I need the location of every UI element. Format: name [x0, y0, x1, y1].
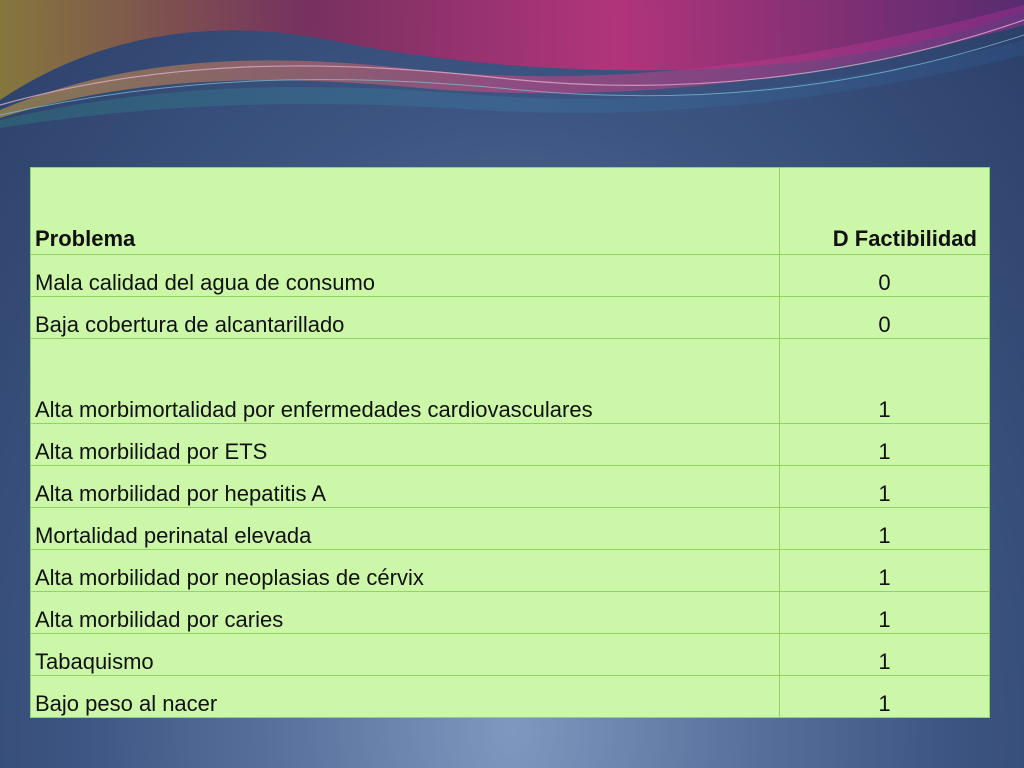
problem-cell: Mortalidad perinatal elevada	[30, 507, 780, 550]
table-row: Baja cobertura de alcantarillado 0	[30, 296, 990, 339]
value-cell: 0	[779, 296, 990, 339]
table-row: Alta morbilidad por neoplasias de cérvix…	[30, 549, 990, 592]
problem-cell: Tabaquismo	[30, 633, 780, 676]
table-row: Alta morbilidad por caries 1	[30, 591, 990, 634]
problem-table: Problema D Factibilidad Mala calidad del…	[30, 167, 990, 718]
problem-cell: Alta morbilidad por hepatitis A	[30, 465, 780, 508]
problem-cell: Alta morbilidad por ETS	[30, 423, 780, 466]
problem-cell: Alta morbilidad por caries	[30, 591, 780, 634]
table-row: Tabaquismo 1	[30, 633, 990, 676]
value-cell: 1	[779, 633, 990, 676]
table-row: Bajo peso al nacer 1	[30, 675, 990, 718]
column-header-factibilidad: D Factibilidad	[779, 167, 990, 255]
table-row: Alta morbimortalidad por enfermedades ca…	[30, 338, 990, 424]
value-cell: 1	[779, 675, 990, 718]
table-row: Alta morbilidad por ETS 1	[30, 423, 990, 466]
table-row: Alta morbilidad por hepatitis A 1	[30, 465, 990, 508]
value-cell: 1	[779, 465, 990, 508]
table-row: Mala calidad del agua de consumo 0	[30, 254, 990, 297]
value-cell: 1	[779, 507, 990, 550]
value-cell: 1	[779, 423, 990, 466]
problem-table-container: Problema D Factibilidad Mala calidad del…	[30, 167, 990, 718]
problem-cell: Alta morbimortalidad por enfermedades ca…	[30, 338, 780, 424]
value-cell: 1	[779, 591, 990, 634]
value-cell: 1	[779, 338, 990, 424]
table-row: Mortalidad perinatal elevada 1	[30, 507, 990, 550]
problem-cell: Baja cobertura de alcantarillado	[30, 296, 780, 339]
table-header-row: Problema D Factibilidad	[30, 167, 990, 255]
column-header-problema: Problema	[30, 167, 780, 255]
problem-cell: Alta morbilidad por neoplasias de cérvix	[30, 549, 780, 592]
value-cell: 1	[779, 549, 990, 592]
problem-cell: Bajo peso al nacer	[30, 675, 780, 718]
problem-cell: Mala calidad del agua de consumo	[30, 254, 780, 297]
header-swoosh-decoration	[0, 0, 1024, 128]
value-cell: 0	[779, 254, 990, 297]
